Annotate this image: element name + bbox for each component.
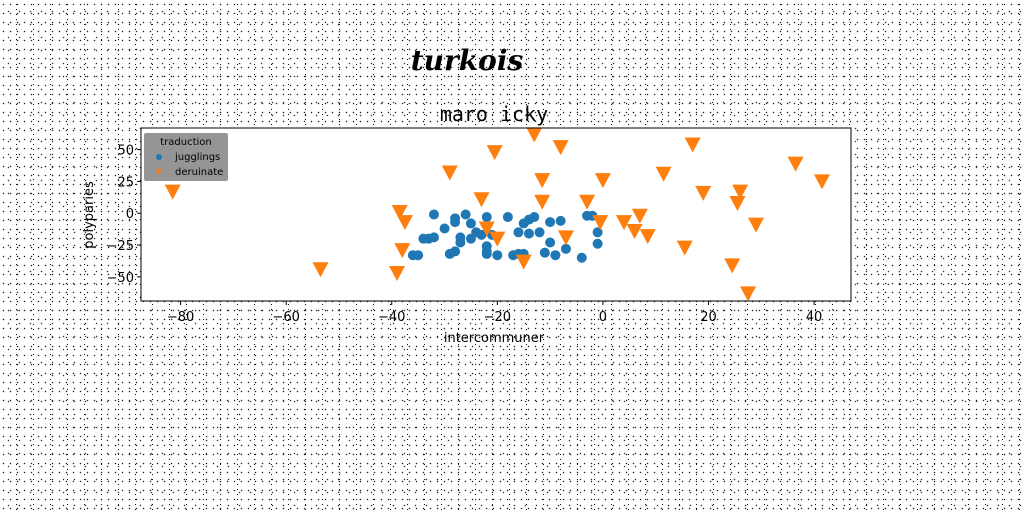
- x-tick-label: 0: [599, 310, 607, 325]
- point-deruinate: [616, 215, 633, 231]
- axes-frame: [140, 127, 852, 302]
- point-deruinate: [473, 192, 490, 208]
- point-deruinate: [389, 266, 406, 282]
- point-deruinate: [441, 165, 458, 181]
- x-tick-label: 40: [806, 310, 823, 325]
- axis-ticks: −80 −60 −40 −20 0 20 40 −50 −25 0 25 50: [107, 144, 823, 325]
- legend-label-deruinate: deruinate: [175, 167, 223, 178]
- x-tick-label: −80: [167, 310, 194, 325]
- y-tick-label: −50: [107, 271, 134, 286]
- y-tick-label: 50: [117, 144, 134, 159]
- point-jugglings: [439, 223, 450, 234]
- point-deruinate: [592, 215, 609, 231]
- legend-marker-deruinate: [156, 169, 162, 175]
- x-tick-label: −20: [484, 310, 511, 325]
- point-jugglings: [592, 227, 603, 238]
- x-axis-label: intercommuner: [444, 331, 545, 346]
- x-tick-label: 20: [700, 310, 717, 325]
- point-jugglings: [560, 243, 571, 254]
- point-jugglings: [481, 248, 492, 259]
- y-tick-label: 0: [126, 207, 134, 222]
- point-jugglings: [407, 250, 418, 261]
- point-jugglings: [492, 250, 503, 261]
- point-jugglings: [428, 209, 439, 220]
- point-deruinate: [631, 208, 648, 224]
- point-deruinate: [552, 140, 569, 156]
- point-jugglings: [550, 250, 561, 261]
- point-deruinate: [478, 221, 495, 237]
- point-deruinate: [747, 217, 764, 233]
- point-deruinate: [534, 194, 551, 210]
- point-deruinate: [486, 145, 503, 161]
- point-jugglings: [450, 213, 461, 224]
- point-jugglings: [502, 212, 513, 223]
- point-deruinate: [684, 137, 701, 153]
- legend-label-jugglings: jugglings: [174, 152, 220, 163]
- scatter-points: [164, 127, 830, 302]
- y-axis-label: polyparies: [82, 181, 97, 249]
- y-tick-label: −25: [107, 239, 134, 254]
- point-deruinate: [526, 127, 543, 143]
- point-deruinate: [489, 231, 506, 247]
- x-tick-label: −40: [378, 310, 405, 325]
- point-deruinate: [732, 184, 749, 200]
- x-tick-label: −60: [272, 310, 299, 325]
- point-deruinate: [626, 224, 643, 240]
- point-jugglings: [555, 215, 566, 226]
- point-deruinate: [813, 174, 830, 190]
- point-jugglings: [450, 246, 461, 257]
- point-jugglings: [523, 228, 534, 239]
- axes-title: maro icky: [440, 102, 548, 126]
- point-jugglings: [545, 217, 556, 228]
- point-deruinate: [396, 215, 413, 231]
- point-deruinate: [729, 196, 746, 212]
- point-deruinate: [676, 240, 693, 256]
- point-jugglings: [539, 247, 550, 258]
- point-deruinate: [695, 185, 712, 201]
- point-deruinate: [740, 286, 757, 302]
- point-jugglings: [418, 233, 429, 244]
- y-tick-label: 25: [117, 175, 134, 190]
- point-deruinate: [594, 173, 611, 189]
- point-jugglings: [534, 227, 545, 238]
- point-jugglings: [476, 229, 487, 240]
- figure-suptitle: turkois: [411, 44, 524, 77]
- point-deruinate: [515, 254, 532, 270]
- point-jugglings: [529, 212, 540, 223]
- point-deruinate: [391, 204, 408, 220]
- point-deruinate: [557, 230, 574, 246]
- point-jugglings: [513, 227, 524, 238]
- point-jugglings: [545, 237, 556, 248]
- point-jugglings: [465, 218, 476, 229]
- legend-title: traduction: [160, 137, 212, 148]
- point-deruinate: [579, 194, 596, 210]
- point-jugglings: [428, 232, 439, 243]
- point-deruinate: [394, 243, 411, 259]
- point-jugglings: [576, 252, 587, 263]
- point-deruinate: [787, 156, 804, 172]
- point-jugglings: [481, 212, 492, 223]
- point-deruinate: [655, 166, 672, 182]
- point-jugglings: [455, 237, 466, 248]
- point-jugglings: [460, 209, 471, 220]
- legend-box: [144, 133, 228, 181]
- point-deruinate: [534, 173, 551, 189]
- point-deruinate: [639, 229, 656, 245]
- point-deruinate: [164, 184, 181, 200]
- point-deruinate: [312, 262, 329, 278]
- legend-marker-jugglings: [156, 154, 162, 160]
- point-jugglings: [592, 238, 603, 249]
- point-deruinate: [724, 258, 741, 274]
- legend: traduction jugglings deruinate: [144, 133, 228, 181]
